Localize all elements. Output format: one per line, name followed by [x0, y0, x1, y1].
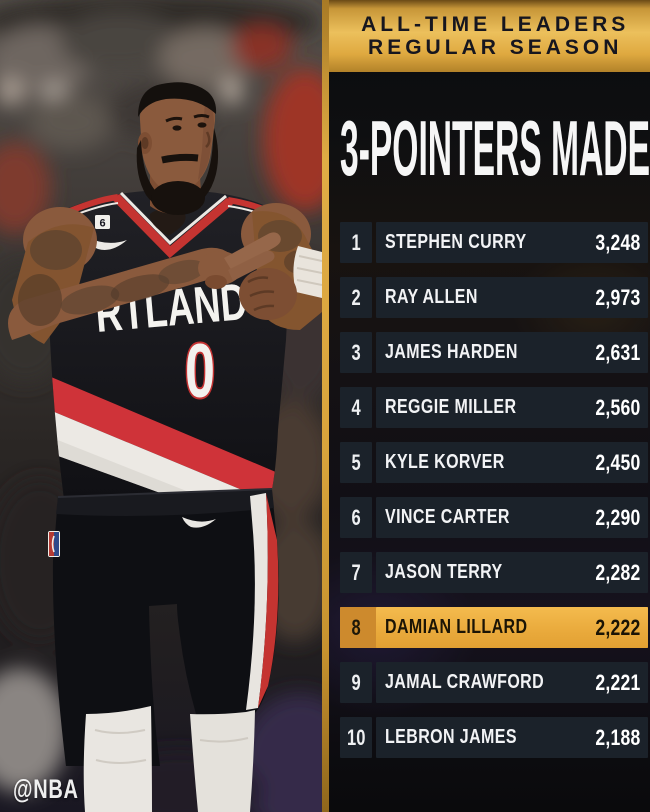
page-title: 3-POINTERS MADE	[340, 104, 650, 192]
fist	[239, 268, 297, 320]
leaderboard-row-10: 10 LEBRON JAMES 2,188	[340, 717, 649, 758]
player-name: JAMES HARDEN	[385, 341, 518, 363]
player-value: 3,248	[595, 229, 641, 255]
rank-cell: 6	[340, 497, 372, 538]
shorts-swoosh-icon	[182, 517, 216, 528]
player-value: 2,631	[595, 339, 641, 365]
player-name: JAMAL CRAWFORD	[385, 671, 545, 693]
nba-watermark: @NBA	[13, 774, 79, 804]
jersey-number: 0	[185, 329, 215, 414]
row-main: REGGIE MILLER 2,560	[376, 387, 649, 428]
player-name: VINCE CARTER	[385, 506, 510, 528]
player-name: DAMIAN LILLARD	[385, 616, 528, 638]
leaderboard: 1 STEPHEN CURRY 3,248 2 RAY ALLEN 2,973 …	[329, 222, 650, 758]
row-main: RAY ALLEN 2,973	[376, 277, 649, 318]
rank-number: 7	[351, 559, 361, 585]
rank-cell: 8	[340, 607, 372, 648]
index-finger	[224, 232, 281, 271]
row-main: KYLE KORVER 2,450	[376, 442, 649, 483]
player-name: STEPHEN CURRY	[385, 231, 527, 253]
header-band: ALL-TIME LEADERS REGULAR SEASON	[329, 0, 650, 72]
player-photo-illustration: 6 RTLAND 0	[0, 0, 322, 812]
rank-number: 10	[346, 724, 366, 750]
jersey-badge-number: 6	[99, 218, 105, 230]
jersey-badge	[95, 215, 110, 229]
row-main: LEBRON JAMES 2,188	[376, 717, 649, 758]
rank-number: 3	[351, 339, 361, 365]
rank-cell: 9	[340, 662, 372, 703]
player-photo: 6 RTLAND 0	[0, 0, 322, 812]
player-figure: 6 RTLAND 0	[8, 82, 322, 812]
leaderboard-row-8: 8 DAMIAN LILLARD 2,222	[340, 607, 649, 648]
player-value: 2,450	[595, 449, 641, 475]
leaderboard-row-9: 9 JAMAL CRAWFORD 2,221	[340, 662, 649, 703]
leaderboard-row-5: 5 KYLE KORVER 2,450	[340, 442, 649, 483]
row-main: DAMIAN LILLARD 2,222	[376, 607, 649, 648]
header-line-2: REGULAR SEASON	[368, 36, 623, 59]
leaderboard-row-3: 3 JAMES HARDEN 2,631	[340, 332, 649, 373]
player-name: RAY ALLEN	[385, 286, 478, 308]
rank-cell: 10	[340, 717, 372, 758]
player-value: 2,222	[595, 614, 641, 640]
rank-number: 1	[351, 229, 361, 255]
rank-number: 2	[351, 284, 361, 310]
player-name: LEBRON JAMES	[385, 726, 517, 748]
nba-logo-patch	[48, 531, 60, 557]
row-main: STEPHEN CURRY 3,248	[376, 222, 649, 263]
rank-cell: 5	[340, 442, 372, 483]
rank-cell: 4	[340, 387, 372, 428]
rank-cell: 7	[340, 552, 372, 593]
pointing-arm	[8, 207, 281, 344]
leaderboard-row-2: 2 RAY ALLEN 2,973	[340, 277, 649, 318]
player-value: 2,282	[595, 559, 641, 585]
leaderboard-row-4: 4 REGGIE MILLER 2,560	[340, 387, 649, 428]
shorts-and-legs	[48, 488, 279, 812]
leaderboard-row-7: 7 JASON TERRY 2,282	[340, 552, 649, 593]
rank-cell: 1	[340, 222, 372, 263]
title-graphic: 3-POINTERS MADE	[340, 104, 650, 192]
rank-cell: 2	[340, 277, 372, 318]
header-line-1: ALL-TIME LEADERS	[361, 13, 630, 36]
player-value: 2,188	[595, 724, 641, 750]
rank-number: 5	[351, 449, 361, 475]
player-value: 2,973	[595, 284, 641, 310]
player-value: 2,221	[595, 669, 641, 695]
player-value: 2,290	[595, 504, 641, 530]
rank-number: 4	[351, 394, 361, 420]
row-main: VINCE CARTER 2,290	[376, 497, 649, 538]
row-main: JAMES HARDEN 2,631	[376, 332, 649, 373]
player-name: JASON TERRY	[385, 561, 503, 583]
rank-number: 6	[351, 504, 361, 530]
player-head	[136, 82, 219, 215]
nike-swoosh-icon	[86, 237, 127, 250]
player-name: REGGIE MILLER	[385, 396, 517, 418]
rank-number: 9	[351, 669, 361, 695]
leaderboard-row-1: 1 STEPHEN CURRY 3,248	[340, 222, 649, 263]
leaderboard-row-6: 6 VINCE CARTER 2,290	[340, 497, 649, 538]
row-main: JAMAL CRAWFORD 2,221	[376, 662, 649, 703]
player-name: KYLE KORVER	[385, 451, 505, 473]
row-main: JASON TERRY 2,282	[376, 552, 649, 593]
rank-number: 8	[351, 614, 361, 640]
leaders-panel: ALL-TIME LEADERS REGULAR SEASON 3-POINTE…	[329, 0, 650, 812]
title-block: 3-POINTERS MADE	[329, 72, 650, 222]
gold-divider	[322, 0, 329, 812]
player-value: 2,560	[595, 394, 641, 420]
rank-cell: 3	[340, 332, 372, 373]
